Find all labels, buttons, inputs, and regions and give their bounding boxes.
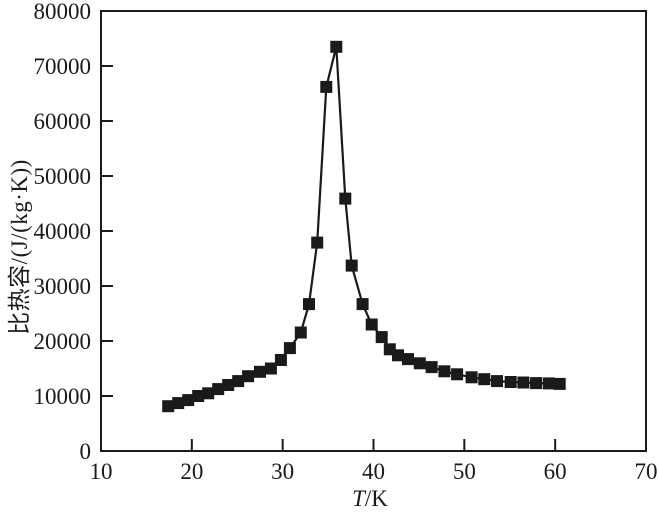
data-point-marker [212, 383, 225, 396]
data-point-marker [425, 361, 438, 374]
data-point-marker [413, 357, 426, 370]
data-point-marker [242, 370, 255, 383]
data-point-marker [254, 365, 266, 378]
data-point-marker [222, 379, 235, 391]
data-point-marker [182, 394, 195, 407]
data-point-marker [172, 397, 185, 410]
data-point-marker [232, 375, 245, 388]
data-point-marker [264, 362, 277, 375]
x-tick-label: 30 [271, 459, 294, 484]
y-tick-label: 40000 [34, 219, 92, 244]
y-tick-label: 70000 [34, 54, 92, 79]
data-point-marker [542, 377, 555, 390]
data-point-marker [192, 390, 205, 402]
y-axis-title: 比热容/(J/(kg·K)) [0, 159, 34, 335]
x-tick-label: 10 [90, 459, 113, 484]
data-point-marker [274, 354, 287, 366]
data-point-marker [402, 353, 414, 366]
data-point-marker [438, 365, 451, 378]
data-point-marker [311, 236, 324, 249]
x-tick-label: 40 [362, 459, 385, 484]
data-point-marker [162, 400, 175, 413]
data-point-marker [375, 331, 388, 344]
data-point-marker [451, 368, 464, 381]
y-tick-label: 20000 [34, 329, 92, 354]
data-point-marker [365, 318, 378, 331]
data-point-marker [553, 377, 566, 390]
data-point-marker [478, 373, 491, 386]
data-point-marker [530, 377, 543, 390]
data-point-marker [491, 375, 503, 388]
x-tick-label: 60 [544, 459, 567, 484]
y-tick-label: 0 [80, 439, 92, 464]
x-tick-label: 70 [635, 459, 658, 484]
data-point-marker [320, 80, 333, 93]
data-point-marker [294, 326, 307, 339]
data-point-marker [339, 192, 352, 205]
x-axis-title: T/K [352, 486, 388, 512]
data-point-marker [504, 376, 517, 388]
y-tick-label: 30000 [34, 274, 92, 299]
data-point-marker [330, 40, 343, 53]
y-tick-label: 60000 [34, 109, 92, 134]
x-axis-title-variable: T [352, 486, 365, 511]
x-tick-label: 20 [180, 459, 203, 484]
y-tick-label: 50000 [34, 164, 92, 189]
y-axis-title-text: 比热容/(J/(kg·K)) [7, 159, 32, 335]
data-point-marker [202, 387, 215, 400]
x-axis-title-unit: /K [364, 486, 388, 511]
data-point-marker [392, 349, 404, 362]
data-point-marker [465, 371, 478, 384]
data-point-marker [345, 259, 358, 272]
data-line [167, 46, 560, 408]
y-tick-label: 10000 [34, 384, 92, 409]
y-tick-label: 80000 [34, 0, 92, 24]
data-point-marker [517, 376, 530, 389]
data-point-marker [283, 342, 296, 355]
x-tick-label: 50 [453, 459, 476, 484]
data-point-marker [303, 298, 315, 311]
data-point-marker [356, 298, 369, 311]
